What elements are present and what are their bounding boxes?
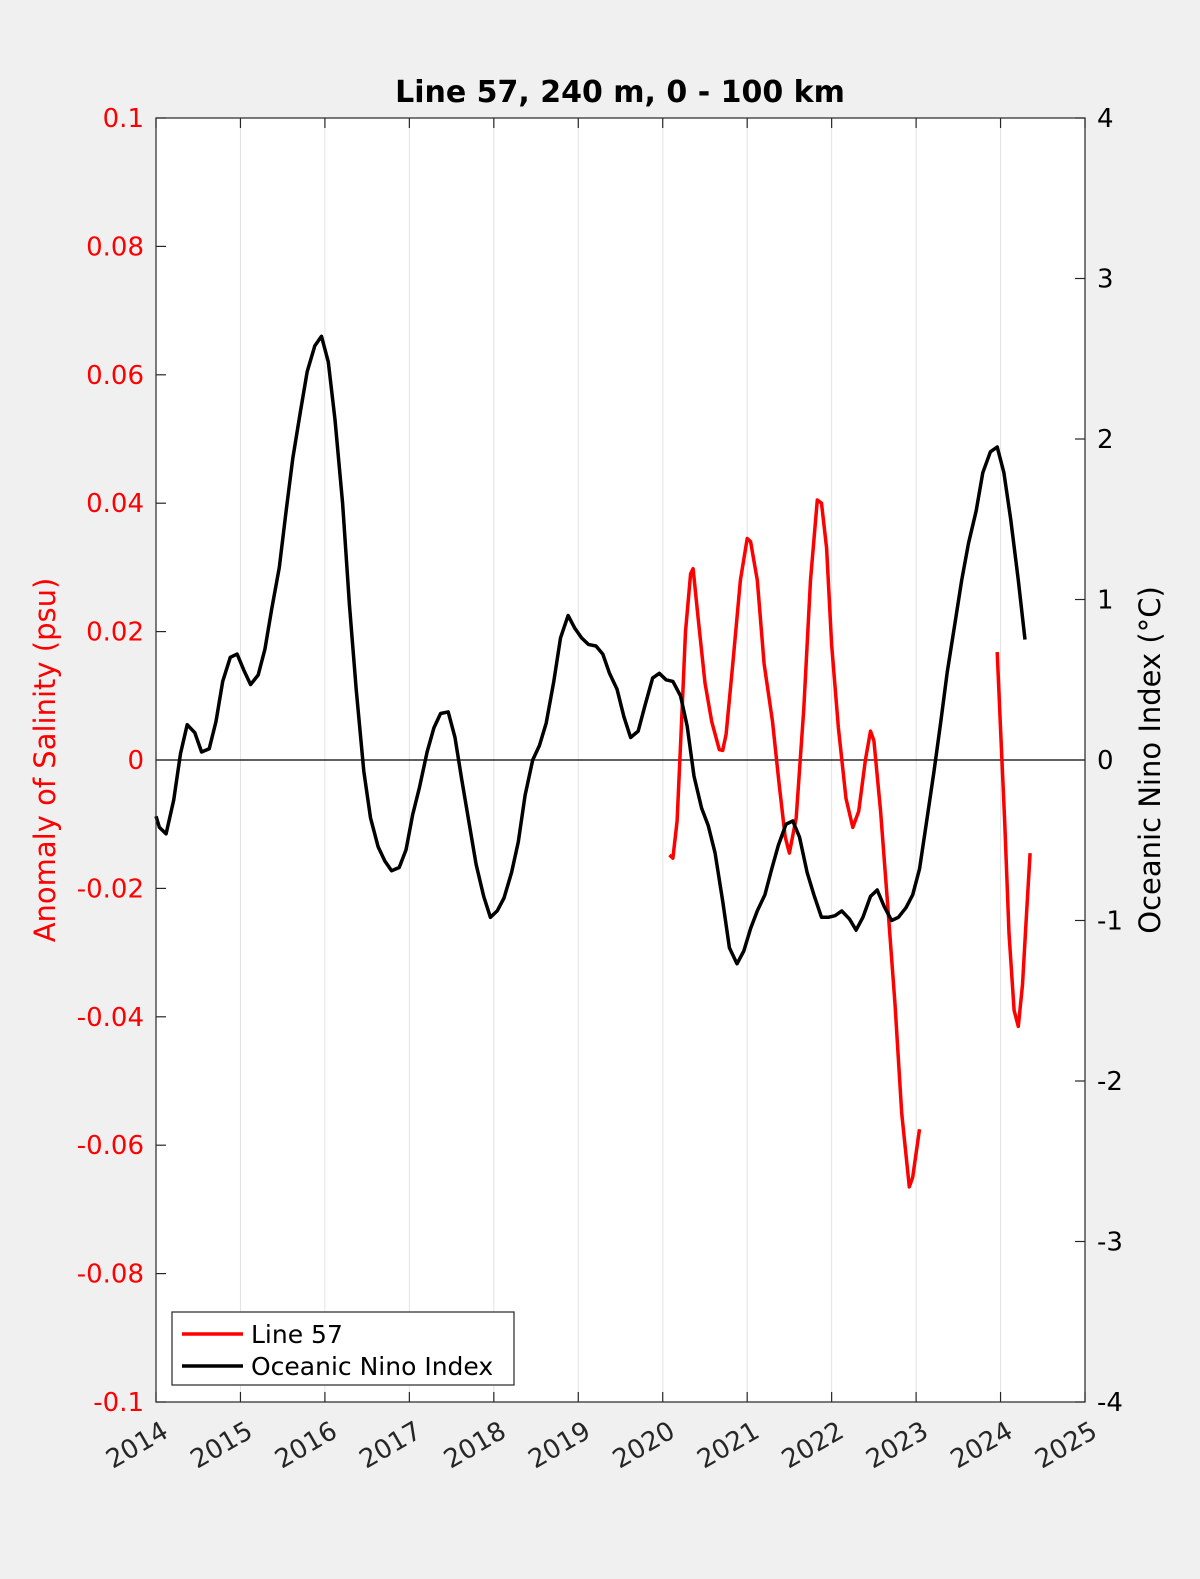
- x-tick-label-2022: 2022: [777, 1416, 849, 1475]
- right-axis-label: Oceanic Nino Index (°C): [1133, 586, 1167, 934]
- series-layer: [154, 334, 1032, 1189]
- x-tick-label-2014: 2014: [101, 1416, 173, 1475]
- series-line-oceanic-nino-index-segment-0: [154, 334, 1027, 966]
- right-tick-label-3: 3: [1097, 265, 1114, 295]
- x-tick-label-2018: 2018: [439, 1416, 511, 1475]
- left-tick-label-0.08: 0.08: [86, 232, 144, 262]
- chart-title: Line 57, 240 m, 0 - 100 km: [395, 75, 845, 110]
- right-tick-label-0: 0: [1097, 746, 1114, 776]
- x-tick-label-2015: 2015: [186, 1416, 258, 1475]
- x-tick-label-2021: 2021: [692, 1416, 764, 1475]
- left-tick-label-0.1: 0.1: [103, 104, 144, 134]
- left-tick-label-0: 0: [127, 746, 144, 776]
- x-tick-label-2020: 2020: [608, 1416, 680, 1475]
- right-tick-label-1: 1: [1097, 586, 1114, 616]
- left-tick-label--0.06: -0.06: [77, 1131, 144, 1161]
- x-tick-label-2025: 2025: [1030, 1416, 1102, 1475]
- right-tick-label--3: -3: [1097, 1228, 1123, 1258]
- x-tick-label-2016: 2016: [270, 1416, 342, 1475]
- left-tick-label-0.06: 0.06: [86, 361, 144, 391]
- left-axis-label: Anomaly of Salinity (psu): [28, 578, 62, 943]
- left-tick-label--0.04: -0.04: [77, 1003, 144, 1033]
- left-tick-label--0.08: -0.08: [77, 1260, 144, 1290]
- legend: Line 57 Oceanic Nino Index: [171, 1311, 515, 1386]
- right-tick-label--4: -4: [1097, 1388, 1123, 1418]
- x-tick-label-2024: 2024: [946, 1416, 1018, 1475]
- left-axis: 0.1 0.08 0.06 0.04 0.02 0 -0.02 -0.04 -0.06 -0.08…: [77, 104, 166, 1418]
- series-line-line-57-segment-1: [995, 652, 1032, 1029]
- x-tick-label-2019: 2019: [523, 1416, 595, 1475]
- right-axis: 4 3 2 1 0 -1 -2 -3 -4: [1075, 104, 1123, 1418]
- right-tick-label--1: -1: [1097, 907, 1123, 937]
- left-tick-label--0.02: -0.02: [77, 874, 144, 904]
- left-tick-label-0.02: 0.02: [86, 618, 144, 648]
- legend-label-oni: Oceanic Nino Index: [251, 1352, 493, 1381]
- right-tick-label--2: -2: [1097, 1067, 1123, 1097]
- left-tick-label-0.04: 0.04: [86, 489, 144, 519]
- right-tick-label-4: 4: [1097, 104, 1114, 134]
- x-tick-label-2017: 2017: [355, 1416, 427, 1475]
- legend-label-line-57: Line 57: [251, 1320, 343, 1349]
- series-line-line-57-segment-0: [668, 498, 922, 1189]
- left-tick-label--0.1: -0.1: [93, 1388, 144, 1418]
- right-tick-label-2: 2: [1097, 425, 1114, 455]
- legend-box: [171, 1311, 515, 1386]
- x-tick-label-2023: 2023: [861, 1416, 933, 1475]
